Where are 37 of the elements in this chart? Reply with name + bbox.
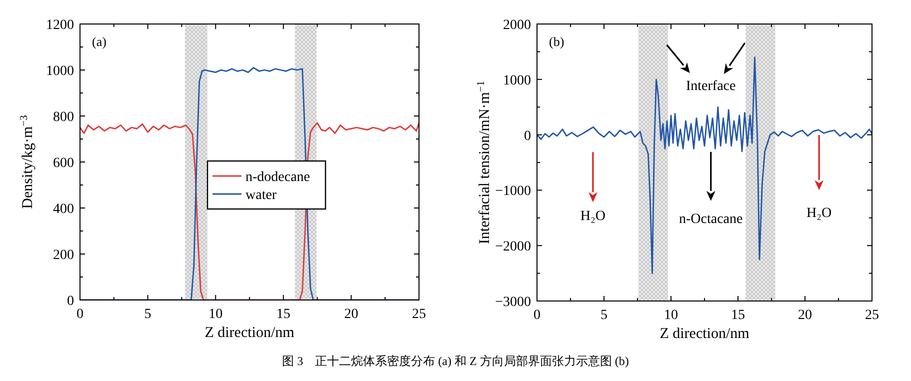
legend-label: n-dodecane xyxy=(246,170,310,185)
y-tick-label: 1000 xyxy=(503,73,531,88)
x-tick-label: 15 xyxy=(731,308,745,323)
y-tick-label: 800 xyxy=(53,110,74,125)
y-tick-label: 0 xyxy=(524,128,531,144)
y-tick-label: 1000 xyxy=(46,64,74,79)
x-tick-label: 25 xyxy=(412,307,426,322)
annotation: (a) xyxy=(92,34,106,49)
x-tick-label: 5 xyxy=(144,307,152,322)
x-tick-label: 0 xyxy=(76,307,84,322)
annotation: n-Octacane xyxy=(679,212,743,227)
y-tick-label: 200 xyxy=(53,248,74,263)
x-tick-label: 25 xyxy=(865,308,879,323)
y-tick-label: 600 xyxy=(53,156,74,171)
caption: 图 3 正十二烷体系密度分布 (a) 和 Z 方向局部界面张力示意图 (b) xyxy=(282,354,629,368)
x-tick-label: 10 xyxy=(208,307,223,322)
x-tick-label: 0 xyxy=(534,308,540,323)
x-tick-label: 5 xyxy=(600,308,608,323)
y-tick-label: 2000 xyxy=(503,18,531,33)
annotation: Interface xyxy=(686,78,736,94)
x-tick-label: 20 xyxy=(344,307,358,322)
y-tick-label: 1200 xyxy=(46,18,74,33)
y-tick-label: −3000 xyxy=(495,295,531,310)
x-tick-label: 10 xyxy=(664,308,678,323)
x-tick-label: 20 xyxy=(798,308,812,323)
y-tick-label: 0 xyxy=(67,294,74,309)
annotation: H₂O xyxy=(806,206,832,222)
line-series xyxy=(537,56,872,274)
y-tick-label: −2000 xyxy=(495,240,531,255)
legend-label: water xyxy=(246,188,277,203)
annotation: (b) xyxy=(549,34,564,49)
y-tick-label: −1000 xyxy=(495,184,531,200)
annotation: H₂O xyxy=(580,209,606,224)
x-axis-title: Z direction/nm xyxy=(204,325,295,341)
x-tick-label: 15 xyxy=(276,307,290,322)
x-axis-title: Z direction/nm xyxy=(660,326,750,342)
y-tick-label: 400 xyxy=(53,202,74,217)
